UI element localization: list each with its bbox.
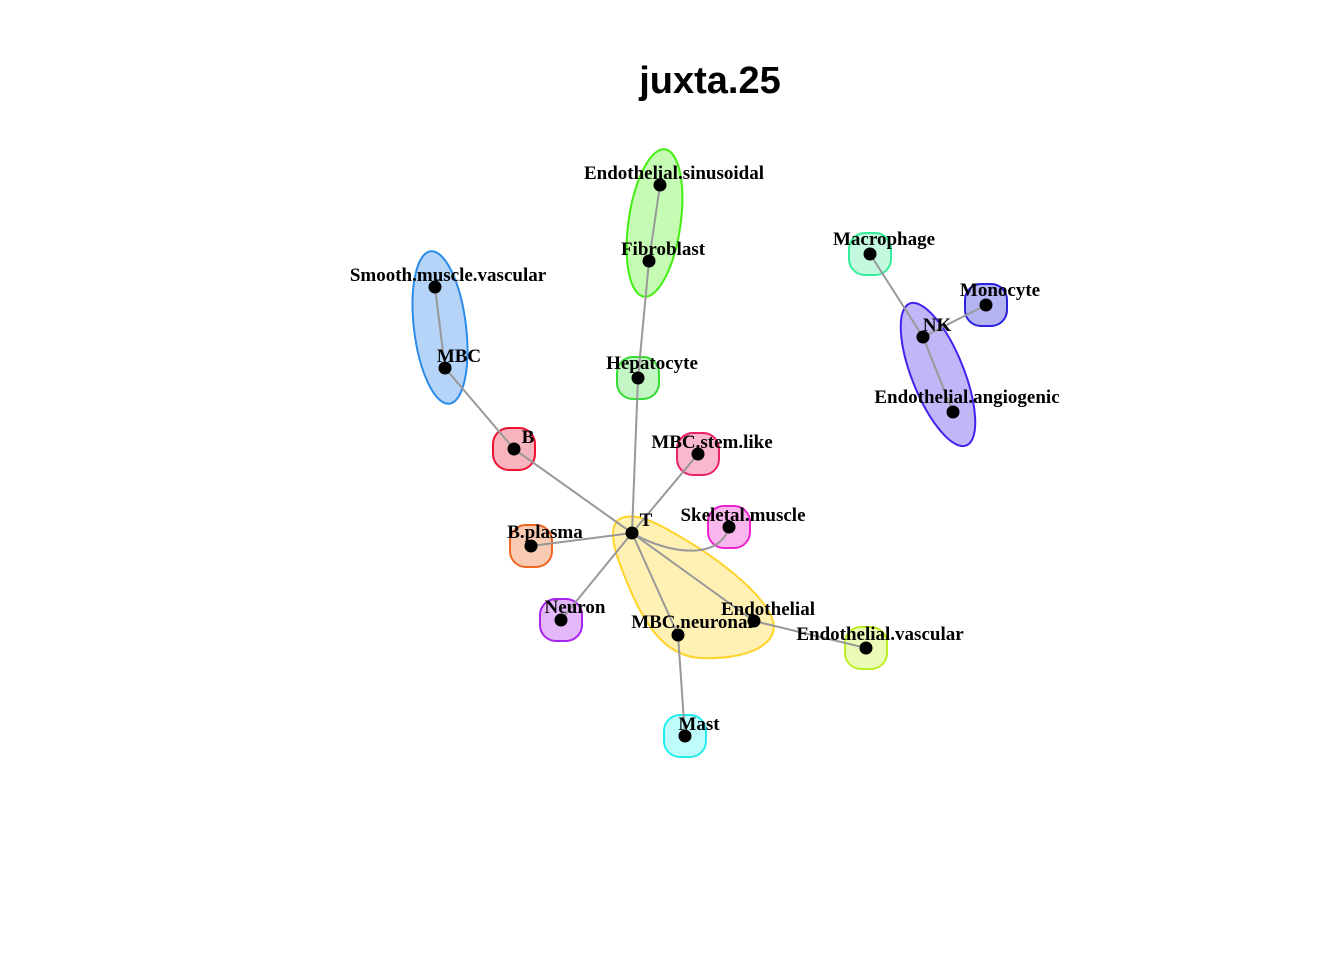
node-b	[507, 442, 521, 456]
edge-t-endothelial	[631, 532, 755, 622]
node-mast	[678, 729, 692, 743]
node-hepatocyte	[631, 371, 645, 385]
edge-mbc-stem-like-t	[631, 453, 699, 534]
node-label-mbc-stem-like: MBC.stem.like	[651, 432, 772, 453]
edge-mbc-b	[444, 367, 515, 450]
node-t	[625, 526, 639, 540]
edge-t-neuron	[560, 532, 633, 621]
node-skeletal-muscle	[722, 520, 736, 534]
edge-t-mbc-neuronal	[631, 532, 679, 636]
edge-monocyte-nk	[922, 304, 987, 338]
edge-smooth-muscle-vascular-mbc	[434, 286, 446, 369]
node-label-skeletal-muscle: Skeletal.muscle	[680, 505, 805, 526]
node-monocyte	[979, 298, 993, 312]
node-label-fibroblast: Fibroblast	[621, 239, 706, 260]
node-mbc-neuronal	[671, 628, 685, 642]
edge-macrophage-nk	[869, 253, 924, 338]
diagram-title: juxta.25	[638, 60, 781, 102]
node-label-neuron: Neuron	[545, 597, 606, 618]
node-macrophage	[863, 247, 877, 261]
node-label-hepatocyte: Hepatocyte	[606, 353, 698, 374]
node-endothelial-vascular	[859, 641, 873, 655]
node-label-mbc: MBC	[437, 346, 481, 367]
node-endothelial	[747, 614, 761, 628]
node-b-plasma	[524, 539, 538, 553]
node-nk	[916, 330, 930, 344]
edge-t-skeletal-muscle	[631, 526, 730, 552]
node-neuron	[554, 613, 568, 627]
node-label-b: B	[522, 427, 535, 448]
node-label-t: T	[640, 510, 653, 531]
edge-fibroblast-hepatocyte	[637, 260, 650, 379]
node-fibroblast	[642, 254, 656, 268]
node-endothelial-sinusoidal	[653, 178, 667, 192]
node-smooth-muscle-vascular	[428, 280, 442, 294]
node-label-monocyte: Monocyte	[960, 280, 1040, 301]
node-label-mast: Mast	[678, 714, 720, 735]
nodes	[428, 178, 993, 743]
edge-endothelial-sinusoidal-fibroblast	[648, 184, 661, 262]
group-hull-t-cluster	[612, 515, 775, 660]
node-label-endothelial-sinusoidal: Endothelial.sinusoidal	[584, 163, 764, 184]
edge-t-b-plasma	[530, 532, 633, 547]
node-mbc	[438, 361, 452, 375]
node-endothelial-angiogenic	[946, 405, 960, 419]
node-label-mbc-neuronal: MBC.neuronal	[631, 612, 753, 633]
edge-b-t	[513, 448, 633, 534]
node-label-endothelial-angiogenic: Endothelial.angiogenic	[874, 387, 1059, 408]
node-labels: Endothelial.sinusoidal Fibroblast Smooth.m…	[350, 163, 1060, 735]
node-label-endothelial-vascular: Endothelial.vascular	[796, 624, 964, 645]
edge-hepatocyte-t	[631, 377, 639, 534]
edge-mbc-neuronal-mast	[677, 634, 686, 737]
node-label-smooth-muscle-vascular: Smooth.muscle.vascular	[350, 265, 547, 286]
node-label-endothelial: Endothelial	[721, 599, 815, 620]
edge-endothelial-endothelial-vascular	[753, 620, 867, 649]
node-mbc-stem-like	[691, 447, 705, 461]
node-label-nk: NK	[923, 315, 952, 336]
edges	[434, 184, 987, 737]
node-label-macrophage: Macrophage	[833, 229, 935, 250]
edge-nk-endothelial-angiogenic	[922, 336, 954, 413]
node-label-b-plasma: B.plasma	[507, 522, 583, 543]
